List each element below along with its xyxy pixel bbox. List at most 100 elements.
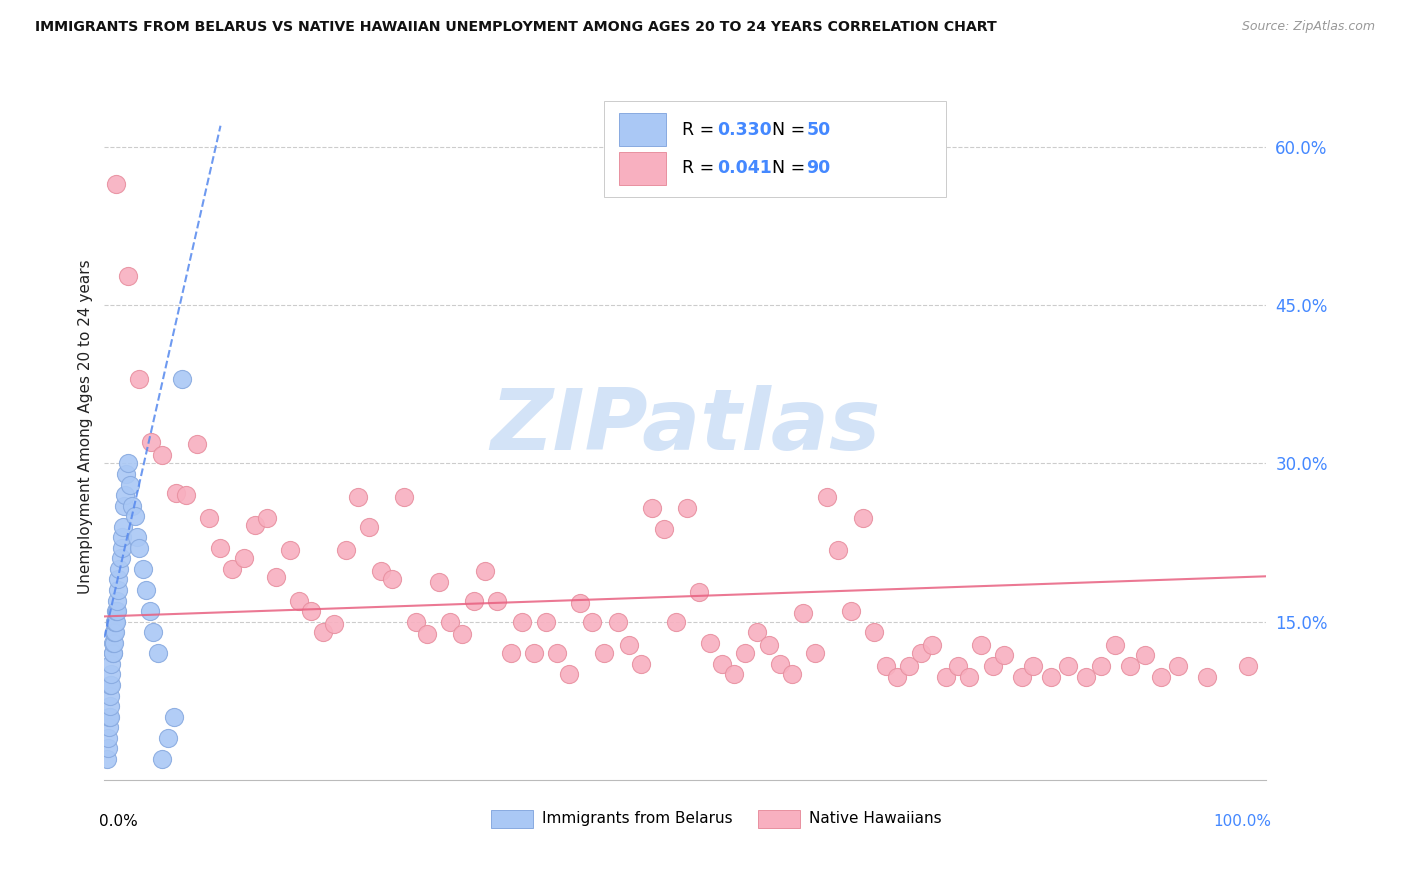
Point	[1104, 638, 1126, 652]
Point	[256, 511, 278, 525]
Point	[198, 511, 221, 525]
Point	[935, 669, 957, 683]
Point	[852, 511, 875, 525]
Point	[288, 593, 311, 607]
Point	[112, 499, 135, 513]
Point	[499, 646, 522, 660]
Point	[100, 657, 122, 671]
Point	[780, 667, 803, 681]
Point	[111, 519, 134, 533]
Point	[405, 615, 427, 629]
Point	[124, 509, 146, 524]
Point	[1118, 659, 1140, 673]
Point	[139, 435, 162, 450]
Text: Source: ZipAtlas.com: Source: ZipAtlas.com	[1241, 20, 1375, 33]
Point	[146, 646, 169, 660]
Point	[101, 636, 124, 650]
Point	[534, 615, 557, 629]
Point	[135, 582, 157, 597]
Point	[569, 596, 592, 610]
Point	[165, 486, 187, 500]
Point	[131, 562, 153, 576]
Point	[104, 604, 127, 618]
Point	[792, 606, 814, 620]
Point	[1090, 659, 1112, 673]
Point	[827, 543, 849, 558]
Point	[101, 646, 124, 660]
Point	[427, 574, 450, 589]
Text: N =: N =	[772, 160, 810, 178]
Point	[111, 530, 134, 544]
Point	[232, 551, 254, 566]
Point	[98, 689, 121, 703]
Point	[921, 638, 943, 652]
Point	[128, 541, 150, 555]
Point	[910, 646, 932, 660]
Point	[1039, 669, 1062, 683]
Point	[264, 570, 287, 584]
Point	[758, 638, 780, 652]
Text: N =: N =	[772, 120, 810, 138]
Point	[96, 752, 118, 766]
Point	[278, 543, 301, 558]
Point	[107, 573, 129, 587]
Point	[174, 488, 197, 502]
Point	[335, 543, 357, 558]
Point	[98, 678, 121, 692]
Point	[117, 457, 139, 471]
Text: IMMIGRANTS FROM BELARUS VS NATIVE HAWAIIAN UNEMPLOYMENT AMONG AGES 20 TO 24 YEAR: IMMIGRANTS FROM BELARUS VS NATIVE HAWAII…	[35, 20, 997, 34]
Text: R =: R =	[682, 120, 720, 138]
Point	[138, 604, 160, 618]
Text: 100.0%: 100.0%	[1213, 814, 1271, 829]
Text: 0.330: 0.330	[717, 120, 772, 138]
Point	[381, 573, 404, 587]
Point	[711, 657, 734, 671]
Point	[630, 657, 652, 671]
Point	[117, 268, 139, 283]
Text: ZIPatlas: ZIPatlas	[489, 385, 880, 468]
Point	[163, 709, 186, 723]
Point	[104, 615, 127, 629]
Point	[1167, 659, 1189, 673]
Y-axis label: Unemployment Among Ages 20 to 24 years: Unemployment Among Ages 20 to 24 years	[79, 260, 93, 594]
Point	[392, 490, 415, 504]
Point	[804, 646, 827, 660]
FancyBboxPatch shape	[491, 810, 533, 828]
Text: 90: 90	[807, 160, 831, 178]
FancyBboxPatch shape	[603, 102, 946, 197]
Point	[104, 625, 127, 640]
Point	[245, 517, 267, 532]
Point	[723, 667, 745, 681]
Point	[101, 646, 124, 660]
Point	[125, 530, 148, 544]
Point	[463, 593, 485, 607]
Point	[111, 541, 134, 555]
Point	[98, 709, 121, 723]
Point	[152, 448, 174, 462]
Point	[606, 615, 628, 629]
Point	[439, 615, 461, 629]
Point	[474, 564, 496, 578]
Point	[416, 627, 439, 641]
Point	[769, 657, 792, 671]
Point	[957, 669, 980, 683]
Point	[98, 709, 121, 723]
Point	[110, 551, 132, 566]
Point	[839, 604, 862, 618]
Point	[107, 582, 129, 597]
Point	[898, 659, 921, 673]
Point	[100, 667, 122, 681]
Point	[1237, 659, 1260, 673]
Point	[98, 720, 121, 734]
Point	[359, 519, 381, 533]
Point	[108, 562, 131, 576]
Point	[886, 669, 908, 683]
Point	[311, 625, 333, 640]
Text: Immigrants from Belarus: Immigrants from Belarus	[543, 812, 733, 826]
Point	[152, 752, 174, 766]
Point	[546, 646, 568, 660]
FancyBboxPatch shape	[758, 810, 800, 828]
Point	[1057, 659, 1080, 673]
Point	[97, 731, 120, 745]
Point	[688, 585, 710, 599]
